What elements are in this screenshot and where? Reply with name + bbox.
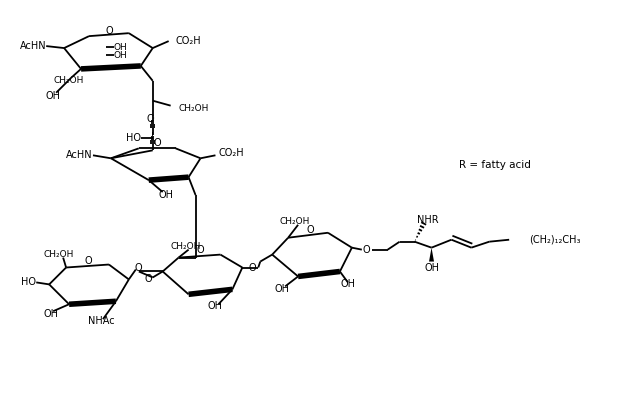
Text: CH₂OH: CH₂OH [54,76,84,85]
Text: OH: OH [158,190,173,200]
Text: O: O [248,263,256,272]
Text: NHR: NHR [417,215,438,225]
Text: O: O [135,263,143,272]
Text: O: O [84,255,92,266]
Text: O: O [147,114,154,124]
Text: OH: OH [208,301,223,311]
Text: CH₂OH: CH₂OH [179,104,209,113]
Text: CO₂H: CO₂H [175,36,201,46]
Text: CH₂OH: CH₂OH [280,217,310,227]
Text: R = fatty acid: R = fatty acid [460,160,531,170]
Text: O: O [363,245,371,255]
Text: OH: OH [275,284,290,294]
Text: HO: HO [126,133,141,143]
Text: CH₂OH: CH₂OH [44,250,74,259]
Text: AcHN: AcHN [67,150,93,160]
Text: O: O [145,274,152,284]
Polygon shape [429,248,434,261]
Text: OH: OH [114,51,127,59]
Text: (CH₂)₁₂CH₃: (CH₂)₁₂CH₃ [529,235,580,245]
Text: OH: OH [44,309,59,319]
Text: OH: OH [424,263,439,272]
Text: CO₂H: CO₂H [218,148,244,158]
Text: O: O [196,245,204,255]
Text: O: O [154,138,161,148]
Text: O: O [105,26,113,36]
Text: OH: OH [340,280,355,289]
Text: O: O [306,225,314,235]
Text: AcHN: AcHN [20,41,46,51]
Text: OH: OH [114,42,127,51]
Text: CH₂OH: CH₂OH [170,242,201,251]
Text: NHAc: NHAc [88,316,115,326]
Text: OH: OH [45,91,61,101]
Text: HO: HO [21,278,36,287]
